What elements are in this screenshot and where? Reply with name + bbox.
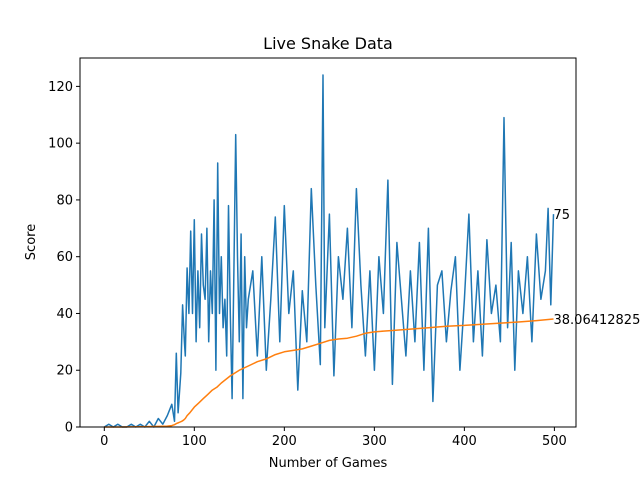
x-tick-label: 400: [452, 434, 477, 449]
y-tick-label: 80: [56, 193, 73, 208]
last-score-label: 75: [554, 208, 571, 223]
x-tick-label: 200: [272, 434, 297, 449]
x-axis-label: Number of Games: [269, 456, 388, 471]
plot-frame: [79, 57, 577, 428]
mean-scores-line: [104, 318, 554, 428]
y-axis-label: Score: [24, 224, 39, 260]
x-tick-label: 500: [542, 434, 567, 449]
scores-line: [103, 74, 555, 428]
y-tick-label: 0: [65, 421, 73, 436]
x-axis: 0 100 200 300 400 500: [100, 427, 567, 449]
chart-title: Live Snake Data: [263, 34, 393, 53]
y-tick-label: 20: [56, 364, 73, 379]
y-tick-label: 100: [48, 137, 73, 152]
y-axis: 0 20 40 60 80 100 120: [48, 80, 80, 436]
series-lines: [103, 74, 555, 428]
x-tick-label: 100: [182, 434, 207, 449]
y-tick-label: 120: [48, 80, 73, 95]
y-tick-label: 60: [56, 250, 73, 265]
x-tick-label: 0: [100, 434, 108, 449]
y-tick-label: 40: [56, 307, 73, 322]
x-tick-label: 300: [362, 434, 387, 449]
last-mean-score-label: 38.06412825: [554, 313, 640, 328]
